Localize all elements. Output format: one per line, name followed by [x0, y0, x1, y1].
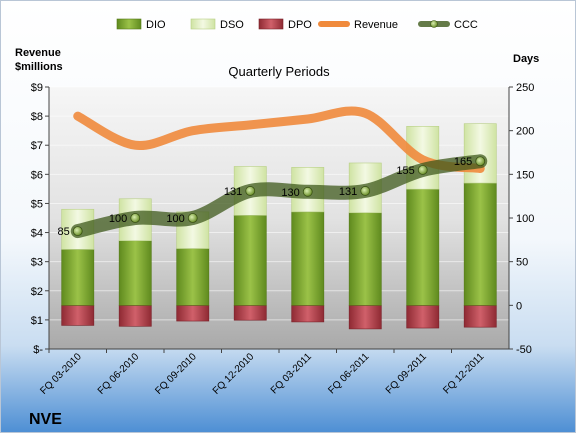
ccc-marker [187, 213, 198, 223]
left-tick-label: $2 [31, 286, 43, 298]
right-tick-label: 100 [516, 213, 534, 225]
ccc-marker [245, 186, 256, 196]
ccc-data-label: 100 [166, 213, 184, 225]
legend-ccc-marker [430, 20, 438, 28]
right-tick-label: 0 [516, 300, 522, 312]
right-tick-label: -50 [516, 344, 532, 356]
revenue-line [73, 106, 485, 174]
legend-dpo-label: DPO [288, 19, 312, 31]
company-label: NVE [29, 411, 62, 428]
right-tick-label: 50 [516, 257, 528, 269]
dpo-bar [233, 305, 267, 321]
legend: DIO DSO DPO Revenue CCC [116, 18, 478, 31]
left-tick-label: $- [33, 344, 43, 356]
dpo-bar [176, 305, 210, 322]
dio-bar [176, 248, 210, 306]
left-tick-label: $4 [31, 228, 43, 240]
right-tick-label: 150 [516, 169, 534, 181]
left-tick-label: $9 [31, 82, 43, 94]
ccc-marker [72, 226, 83, 237]
chart-title: Quarterly Periods [228, 64, 330, 79]
legend-ccc-label: CCC [454, 19, 478, 31]
left-tick-label: $8 [31, 111, 43, 123]
dio-bar [291, 211, 325, 306]
ccc-data-label: 131 [224, 186, 242, 198]
ccc-marker [302, 186, 313, 197]
ccc-data-label: 165 [454, 156, 472, 168]
ccc-marker [130, 213, 141, 223]
legend-revenue-label: Revenue [354, 19, 398, 31]
left-tick-label: $1 [31, 315, 43, 327]
left-tick-label: $6 [31, 169, 43, 181]
legend-dio-label: DIO [146, 19, 166, 31]
dpo-bar [118, 305, 152, 327]
dpo-bar [463, 305, 497, 328]
right-tick-label: 200 [516, 126, 534, 138]
lines-group: 85 100 100 131 130 131 155 165 [58, 106, 488, 239]
legend-dso-label: DSO [220, 19, 244, 31]
right-tick-label: 250 [516, 82, 534, 94]
ccc-data-label: 130 [281, 187, 299, 199]
left-tick-label: $7 [31, 140, 43, 152]
dso-bar [463, 123, 497, 184]
legend-dio-swatch [116, 18, 142, 30]
dpo-bar [291, 305, 325, 323]
dio-bar [463, 182, 497, 306]
legend-dso-swatch [190, 18, 216, 30]
ccc-data-label: 85 [58, 226, 70, 238]
ccc-data-label: 100 [109, 213, 127, 225]
ccc-marker [360, 186, 371, 196]
dpo-bar [348, 305, 382, 330]
ccc-data-label: 131 [339, 186, 357, 198]
left-tick-label: $3 [31, 257, 43, 269]
dpo-bar [61, 305, 95, 326]
right-axis-title: Days [513, 53, 539, 65]
dio-bar [348, 212, 382, 306]
left-axis-title-line2: $millions [15, 61, 63, 73]
left-axis-title-line1: Revenue [15, 47, 61, 59]
dpo-bar [406, 305, 440, 329]
legend-dpo-swatch [258, 18, 284, 30]
ccc-marker [417, 165, 428, 175]
ccc-line [70, 154, 488, 239]
dio-bar [406, 188, 440, 306]
left-tick-label: $5 [31, 198, 43, 210]
ccc-marker [475, 156, 486, 167]
dio-bar [61, 249, 95, 306]
dio-bar [233, 215, 267, 306]
ccc-data-label: 155 [396, 165, 414, 177]
dio-bar [118, 240, 152, 306]
